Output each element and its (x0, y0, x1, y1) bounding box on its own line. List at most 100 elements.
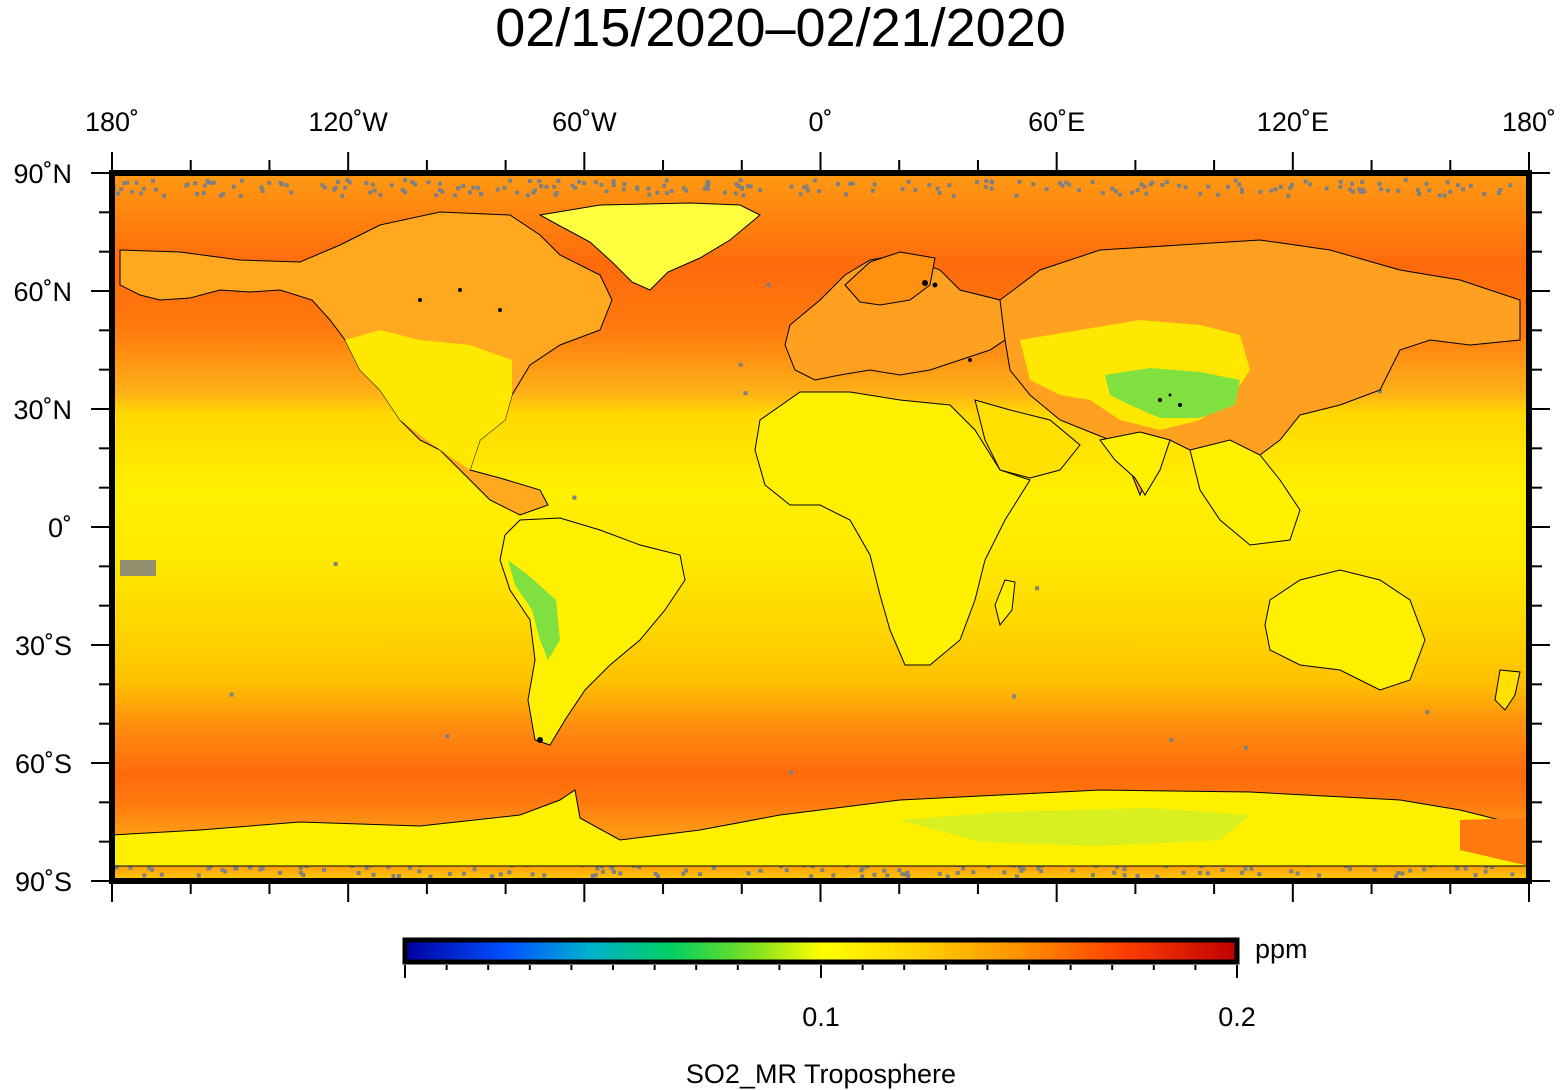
missing-data-cell (1483, 869, 1488, 874)
missing-data-cell (975, 180, 979, 185)
lat-label: 0˚ (48, 513, 72, 543)
missing-data-cell (1014, 874, 1019, 879)
missing-data-cell (1243, 866, 1248, 871)
missing-data-cell (702, 186, 707, 191)
missing-data-cell (746, 871, 751, 876)
missing-data-cell (1461, 187, 1465, 192)
missing-data-cell (437, 188, 442, 192)
missing-data-cell (805, 188, 810, 193)
colorbar-tick-labels: 0.1 0.2 (802, 1002, 1256, 1032)
missing-data-cell (378, 192, 383, 197)
missing-data-cell (1442, 193, 1447, 198)
missing-data-cell (637, 865, 642, 870)
missing-data-cell (1139, 182, 1144, 187)
missing-data-cell (159, 872, 164, 877)
missing-data-cell (1348, 866, 1353, 871)
missing-data-cell (247, 865, 252, 870)
missing-data-cell (1308, 182, 1313, 187)
missing-data-cell (322, 185, 327, 190)
missing-data-cell (445, 734, 450, 739)
missing-data-cell (532, 188, 537, 193)
missing-data-cell (820, 868, 825, 873)
missing-data-cell (809, 874, 814, 879)
missing-data-cell (410, 180, 415, 185)
missing-data-cell (984, 179, 989, 183)
missing-data-cell (1422, 867, 1427, 872)
missing-data-cell (711, 865, 716, 870)
missing-data-cell (817, 189, 822, 194)
missing-data-cell (1348, 187, 1353, 192)
missing-data-cell (489, 874, 494, 879)
missing-data-cell (130, 189, 135, 194)
missing-data-cell (1113, 189, 1118, 194)
land-antarctica-orange-edge (1460, 818, 1529, 866)
missing-data-cell (1169, 737, 1174, 742)
missing-data-cell (734, 182, 739, 187)
missing-data-cell (333, 562, 338, 567)
missing-data-cell (211, 180, 216, 185)
missing-data-cell (870, 188, 875, 193)
missing-data-cell (1489, 865, 1494, 869)
map-ticks (91, 152, 1550, 902)
missing-data-cell (278, 870, 283, 875)
missing-data-cell (951, 193, 956, 198)
missing-data-cell (653, 872, 658, 876)
missing-data-cell (872, 182, 877, 187)
missing-data-cell (1031, 182, 1036, 187)
missing-data-cell (260, 189, 265, 193)
missing-data-cell (813, 178, 818, 183)
missing-data-cell (479, 192, 484, 197)
missing-data-cell (1468, 184, 1473, 188)
missing-data-cell (301, 873, 306, 877)
missing-data-cell (125, 180, 130, 185)
missing-data-cell (1036, 866, 1041, 871)
missing-data-cell (259, 185, 264, 190)
missing-data-cell (553, 192, 558, 197)
land-andes-low-values (508, 560, 560, 660)
land-new-zealand (1494, 669, 1521, 711)
longitude-labels: 180˚ 120˚W 60˚W 0˚ 60˚E 120˚E 180˚ (85, 107, 1556, 137)
missing-data-cell (426, 180, 431, 185)
missing-data-cell (1090, 873, 1095, 878)
missing-data-cell (1257, 872, 1262, 877)
land-south-america (499, 517, 686, 746)
missing-data-cell (525, 193, 530, 198)
missing-data-cell (1114, 864, 1119, 869)
missing-data-cell (604, 189, 609, 194)
missing-data-cell (831, 873, 836, 878)
missing-data-cell (556, 179, 561, 183)
missing-data-cell (1324, 186, 1329, 191)
missing-data-cell (515, 190, 520, 195)
land-tibet-low-values (1105, 368, 1240, 418)
missing-data-cell (635, 187, 640, 192)
missing-data-cell (989, 186, 994, 191)
missing-data-cell (356, 871, 361, 875)
missing-data-cell (468, 190, 473, 195)
missing-data-cell (723, 190, 727, 195)
missing-data-cell (705, 179, 710, 184)
missing-data-cell (897, 868, 902, 873)
missing-data-cell (622, 182, 627, 186)
missing-data-cell (552, 184, 557, 189)
missing-data-cell (646, 186, 651, 191)
missing-data-cell (239, 178, 244, 183)
missing-data-cell (447, 871, 452, 876)
missing-data-cell (1385, 188, 1390, 193)
missing-data-cell (150, 867, 154, 872)
missing-data-cell (789, 184, 794, 189)
missing-data-cell (738, 362, 743, 367)
missing-data-cell (746, 184, 750, 189)
missing-data-cell (595, 866, 600, 871)
missing-data-cell (1205, 871, 1210, 876)
missing-data-cell (1378, 389, 1382, 394)
missing-data-cell (345, 178, 350, 182)
missing-data-cell (681, 871, 686, 876)
missing-data-cell (461, 184, 466, 188)
missing-data-cell (758, 188, 763, 193)
missing-data-cell (162, 193, 167, 198)
map-frame (109, 170, 1532, 884)
missing-data-cell (1510, 872, 1515, 877)
missing-data-cell (1122, 867, 1127, 872)
missing-data-cell (1417, 192, 1422, 196)
land-india (1099, 431, 1171, 496)
